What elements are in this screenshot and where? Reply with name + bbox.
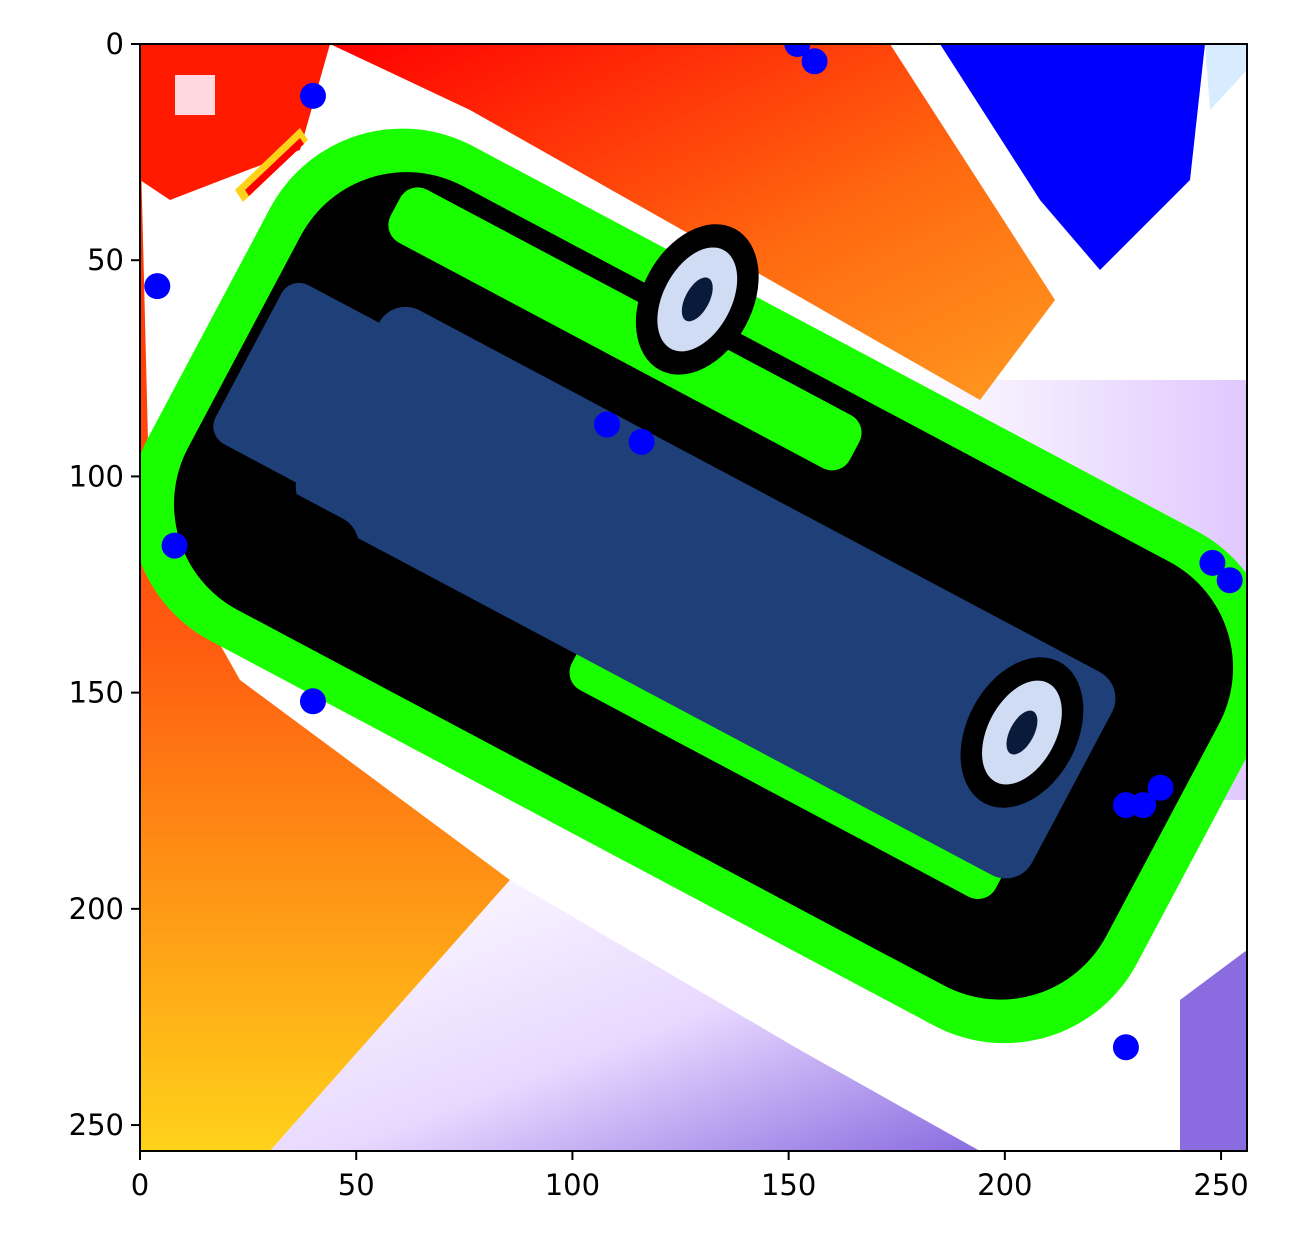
y-tick-label: 250: [69, 1108, 124, 1142]
y-tick-label: 0: [106, 27, 124, 61]
y-tick-label: 50: [87, 243, 124, 277]
scatter-point: [1112, 792, 1139, 819]
scatter-series: [144, 44, 1243, 1061]
x-tick-label: 50: [338, 1168, 375, 1202]
scatter-point: [594, 411, 621, 438]
y-tick-label: 150: [69, 676, 124, 710]
scatter-point: [1147, 774, 1174, 801]
scatter-point: [161, 532, 188, 559]
x-tick-label: 250: [1193, 1168, 1248, 1202]
axes-frame: [139, 43, 1248, 1152]
scatter-point: [628, 428, 655, 455]
scatter-point: [801, 48, 828, 75]
scatter-point: [299, 688, 326, 715]
y-tick-label: 100: [69, 459, 124, 493]
scatter-point: [144, 273, 171, 300]
background-image: [140, 44, 1247, 1151]
x-tick-label: 100: [545, 1168, 600, 1202]
scatter-point: [1112, 1034, 1139, 1061]
x-tick-label: 200: [977, 1168, 1032, 1202]
x-tick-label: 150: [761, 1168, 816, 1202]
scatter-point: [299, 82, 326, 109]
scatter-point: [784, 44, 811, 57]
x-tick-label: 0: [131, 1168, 149, 1202]
y-tick-label: 200: [69, 892, 124, 926]
scatter-point: [1216, 567, 1243, 594]
scatter-point: [1199, 549, 1226, 576]
